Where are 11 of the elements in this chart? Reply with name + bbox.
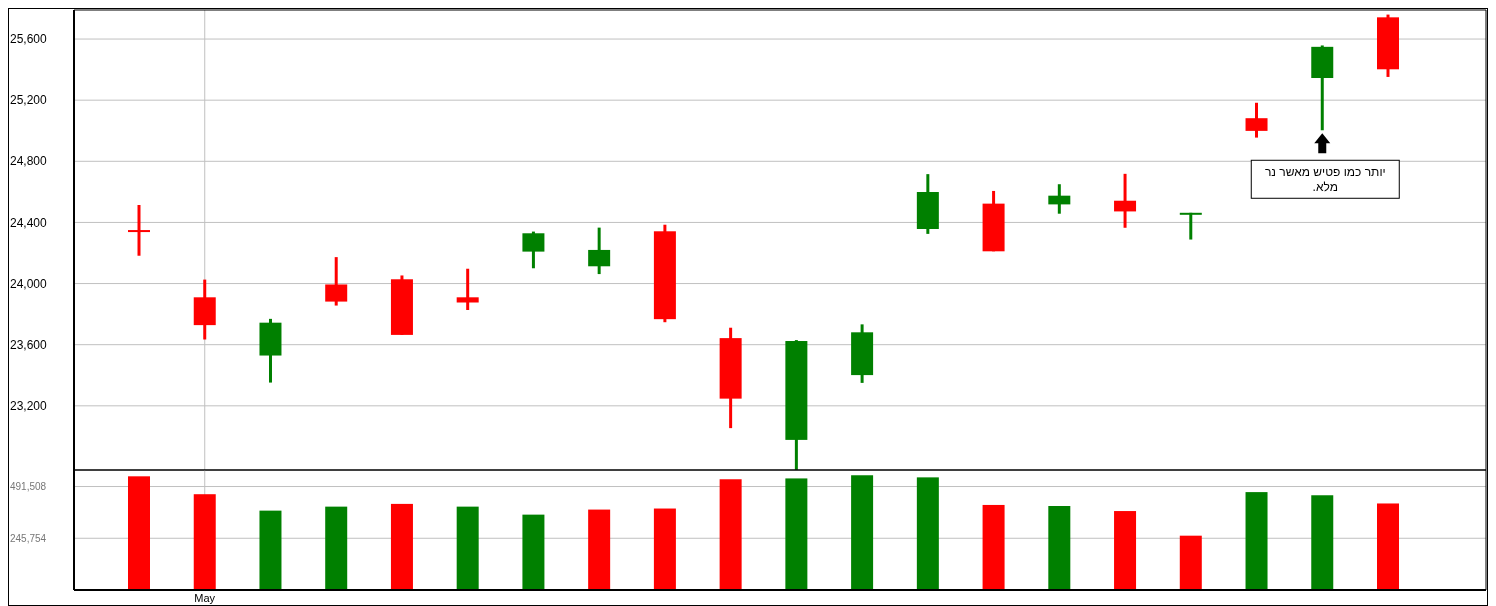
y-tick-label: 24,000 (10, 276, 48, 291)
y-tick-label: 245,754 (10, 532, 47, 544)
y-tick-label: 25,200 (10, 93, 48, 108)
y-tick-label: 23,600 (10, 337, 48, 352)
x-tick-label: May (194, 592, 216, 604)
y-tick-label: 24,800 (10, 154, 48, 169)
y-tick-label: 25,600 (10, 32, 48, 47)
y-tick-label: 23,200 (10, 399, 48, 414)
y-tick-label: 24,400 (10, 215, 48, 230)
annotation: יותר כמו פטיש מאשר נר מלא. (1264, 165, 1386, 195)
y-tick-label: 491,508 (10, 481, 47, 493)
